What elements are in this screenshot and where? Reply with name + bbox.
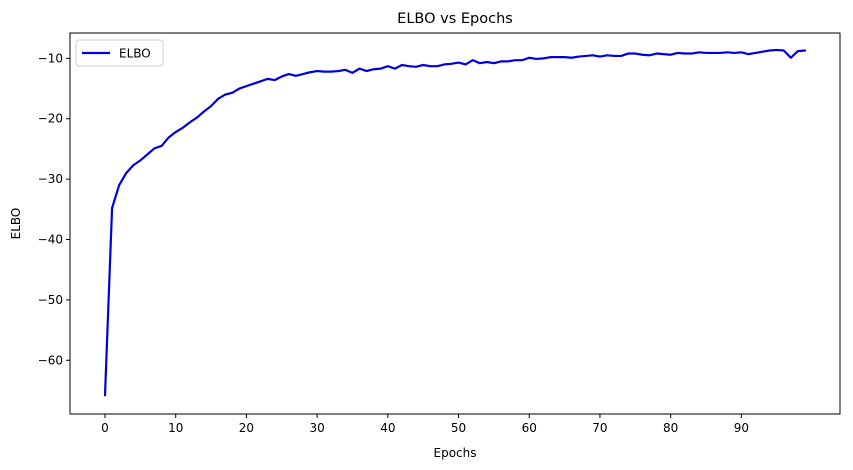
x-tick-label: 40 [380, 421, 395, 435]
x-tick-label: 80 [663, 421, 678, 435]
y-tick-label: −10 [38, 51, 63, 65]
y-tick-label: −20 [38, 112, 63, 126]
y-axis-label: ELBO [9, 208, 23, 240]
plot-area: 0 10 20 30 40 50 60 70 80 90 −60 −50 −40 −30 −20 −10 [38, 32, 841, 435]
x-tick-label: 60 [522, 421, 537, 435]
legend-box [75, 39, 164, 67]
series-line-0 [103, 48, 807, 397]
y-tick-label: −30 [38, 172, 63, 186]
x-tick-label: 50 [451, 421, 466, 435]
x-axis-label: Epochs [434, 446, 477, 460]
x-tick-label: 0 [101, 421, 109, 435]
y-tick-label: −40 [38, 233, 63, 247]
axes-frame [69, 32, 841, 415]
y-tick-label: −60 [38, 353, 63, 367]
x-tick-label: 10 [168, 421, 183, 435]
legend-label: ELBO [119, 47, 151, 61]
chart-title: ELBO vs Epochs [397, 11, 513, 27]
x-tick-label: 70 [592, 421, 607, 435]
y-tick-label: −50 [38, 293, 63, 307]
x-tick-label: 30 [309, 421, 324, 435]
legend: ELBO [75, 39, 164, 67]
x-tick-label: 20 [239, 421, 254, 435]
x-tick-label: 90 [734, 421, 749, 435]
